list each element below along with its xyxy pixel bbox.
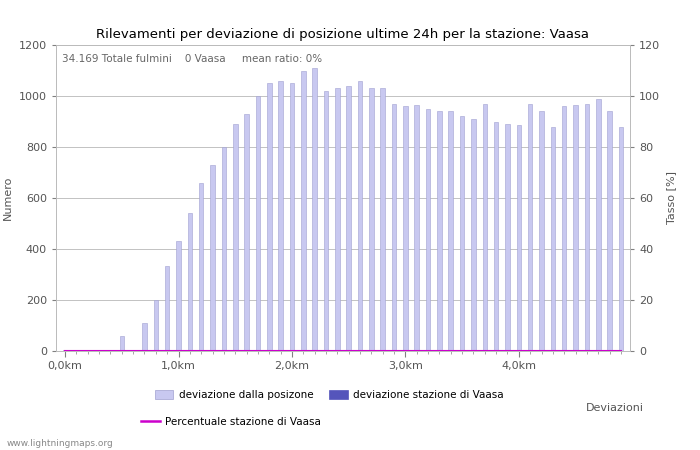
Bar: [380, 88, 385, 351]
Bar: [267, 83, 272, 351]
Bar: [335, 88, 340, 351]
Bar: [358, 81, 363, 351]
Bar: [233, 124, 237, 351]
Bar: [222, 147, 226, 351]
Bar: [573, 105, 578, 351]
Bar: [562, 106, 566, 351]
Bar: [176, 241, 181, 351]
Bar: [584, 104, 589, 351]
Bar: [539, 111, 544, 351]
Bar: [596, 99, 601, 351]
Bar: [290, 83, 294, 351]
Bar: [403, 106, 407, 351]
Bar: [346, 86, 351, 351]
Bar: [301, 71, 306, 351]
Bar: [482, 104, 487, 351]
Bar: [414, 105, 419, 351]
Text: Deviazioni: Deviazioni: [586, 403, 644, 413]
Bar: [369, 88, 374, 351]
Bar: [471, 119, 476, 351]
Bar: [426, 109, 430, 351]
Bar: [153, 300, 158, 351]
Y-axis label: Numero: Numero: [4, 176, 13, 220]
Text: www.lightningmaps.org: www.lightningmaps.org: [7, 439, 113, 448]
Bar: [63, 350, 67, 351]
Bar: [120, 336, 124, 351]
Bar: [188, 213, 192, 351]
Bar: [279, 81, 283, 351]
Bar: [517, 125, 521, 351]
Bar: [449, 111, 453, 351]
Bar: [323, 91, 328, 351]
Bar: [256, 96, 260, 351]
Bar: [494, 122, 498, 351]
Title: Rilevamenti per deviazione di posizione ultime 24h per la stazione: Vaasa: Rilevamenti per deviazione di posizione …: [97, 28, 589, 41]
Bar: [142, 323, 147, 351]
Text: 34.169 Totale fulmini    0 Vaasa     mean ratio: 0%: 34.169 Totale fulmini 0 Vaasa mean ratio…: [62, 54, 322, 64]
Bar: [199, 183, 204, 351]
Bar: [244, 114, 248, 351]
Bar: [619, 126, 623, 351]
Bar: [608, 111, 612, 351]
Bar: [438, 111, 442, 351]
Bar: [528, 104, 533, 351]
Y-axis label: Tasso [%]: Tasso [%]: [666, 171, 675, 225]
Legend: deviazione dalla posizone, deviazione stazione di Vaasa: deviazione dalla posizone, deviazione st…: [150, 386, 508, 404]
Bar: [505, 124, 510, 351]
Bar: [392, 104, 396, 351]
Bar: [312, 68, 317, 351]
Bar: [551, 126, 555, 351]
Bar: [460, 117, 464, 351]
Legend: Percentuale stazione di Vaasa: Percentuale stazione di Vaasa: [137, 413, 325, 431]
Bar: [210, 165, 215, 351]
Bar: [165, 266, 169, 351]
